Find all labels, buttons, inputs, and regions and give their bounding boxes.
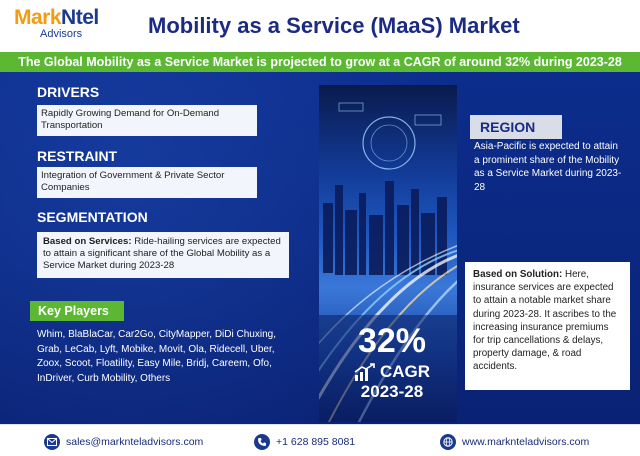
segmentation-heading: SEGMENTATION xyxy=(37,209,148,225)
drivers-text: Rapidly Growing Demand for On-Demand Tra… xyxy=(41,108,220,131)
footer-email-text: sales@marknteladvisors.com xyxy=(66,436,204,448)
region-text: Asia-Pacific is expected to attain a pro… xyxy=(474,141,622,193)
segmentation-box: Based on Services: Ride-hailing services… xyxy=(37,232,289,278)
footer-website[interactable]: www.marknteladvisors.com xyxy=(440,434,589,450)
segmentation-label: Based on Services: xyxy=(43,236,132,247)
city-illustration xyxy=(319,102,457,422)
restraint-text: Integration of Government & Private Sect… xyxy=(41,170,225,193)
restraint-heading: RESTRAINT xyxy=(37,148,118,164)
cagr-banner: The Global Mobility as a Service Market … xyxy=(0,52,640,72)
footer-phone-text: +1 628 895 8081 xyxy=(276,436,356,448)
logo-mark-part: Mark xyxy=(14,6,62,29)
email-icon xyxy=(44,434,60,450)
key-players-heading: Key Players xyxy=(30,301,124,321)
solution-label: Based on Solution: xyxy=(473,269,563,280)
cagr-panel: 32% CAGR 2023-28 xyxy=(333,322,451,402)
drivers-box: Rapidly Growing Demand for On-Demand Tra… xyxy=(37,105,257,136)
footer-phone[interactable]: +1 628 895 8081 xyxy=(254,434,355,450)
logo-ntel-part: Ntel xyxy=(61,6,99,29)
growth-chart-icon xyxy=(354,363,375,381)
solution-text: Here, insurance services are expected to… xyxy=(473,269,617,373)
solution-box: Based on Solution: Here, insurance servi… xyxy=(465,262,630,390)
logo-subtitle: Advisors xyxy=(40,28,83,40)
marknteladvisors-logo: MarkNtel Advisors xyxy=(14,6,124,40)
logo-wordmark: MarkNtel xyxy=(14,6,124,30)
cagr-label-row: CAGR xyxy=(333,362,451,382)
smart-city-highway-image xyxy=(319,85,457,422)
page-title: Mobility as a Service (MaaS) Market xyxy=(148,13,520,38)
infographic-body: DRIVERS Rapidly Growing Demand for On-De… xyxy=(0,72,640,424)
footer: sales@marknteladvisors.com +1 628 895 80… xyxy=(0,424,640,456)
header: MarkNtel Advisors Mobility as a Service … xyxy=(0,0,640,52)
footer-email[interactable]: sales@marknteladvisors.com xyxy=(44,434,203,450)
footer-website-text: www.marknteladvisors.com xyxy=(462,436,590,448)
drivers-heading: DRIVERS xyxy=(37,84,100,100)
cagr-percent: 32% xyxy=(357,322,427,360)
restraint-box: Integration of Government & Private Sect… xyxy=(37,167,257,198)
segmentation-text: Ride-hailing services are expected to at… xyxy=(43,236,281,271)
globe-icon xyxy=(440,434,456,450)
region-heading: REGION xyxy=(470,115,562,139)
cagr-years: 2023-28 xyxy=(360,382,424,401)
cagr-label: CAGR xyxy=(379,362,431,381)
phone-icon xyxy=(254,434,270,450)
key-players-list: Whim, BlaBlaCar, Car2Go, CityMapper, DiD… xyxy=(37,329,276,384)
